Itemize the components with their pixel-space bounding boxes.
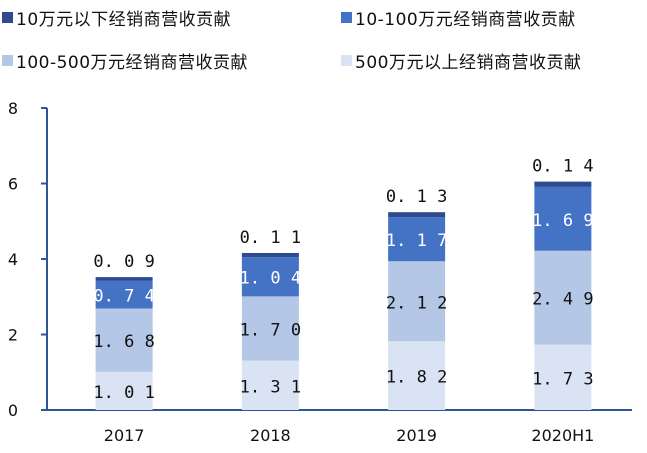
data-label-2017-series-2: 0. 7 4 (93, 286, 154, 306)
data-label-2018-series-1: 1. 7 0 (240, 320, 301, 340)
data-label-2020H1-series-3: 0. 1 4 (532, 157, 593, 177)
data-label-2018-series-2: 1. 0 4 (240, 269, 301, 289)
bar-2020H1-series-3 (534, 182, 591, 187)
data-label-2018-series-0: 1. 3 1 (240, 377, 301, 397)
data-label-2020H1-series-0: 1. 7 3 (532, 369, 593, 389)
data-label-2020H1-series-2: 1. 6 9 (532, 211, 593, 231)
data-label-2017-series-1: 1. 6 8 (93, 332, 154, 352)
data-label-2019-series-1: 2. 1 2 (386, 293, 447, 313)
data-label-2019-series-3: 0. 1 3 (386, 187, 447, 207)
bar-2017-series-3 (96, 277, 153, 280)
data-label-2020H1-series-1: 2. 4 9 (532, 290, 593, 310)
data-label-2017-series-0: 1. 0 1 (93, 383, 154, 403)
x-tick-label-2: 2019 (396, 426, 437, 445)
data-label-2019-series-2: 1. 1 7 (386, 231, 447, 251)
data-label-2018-series-3: 0. 1 1 (240, 228, 301, 248)
x-tick-label-3: 2020H1 (531, 426, 594, 445)
bar-2018-series-3 (242, 253, 299, 257)
y-tick-label-4: 8 (8, 99, 18, 118)
y-tick-label-1: 2 (8, 326, 18, 345)
y-tick-label-2: 4 (8, 250, 18, 269)
data-label-2019-series-0: 1. 8 2 (386, 368, 447, 388)
x-tick-label-1: 2018 (250, 426, 291, 445)
y-tick-label-3: 6 (8, 175, 18, 194)
x-tick-label-0: 2017 (104, 426, 145, 445)
data-label-2017-series-3: 0. 0 9 (93, 252, 154, 272)
bar-2019-series-3 (388, 212, 445, 217)
y-tick-label-0: 0 (8, 401, 18, 420)
